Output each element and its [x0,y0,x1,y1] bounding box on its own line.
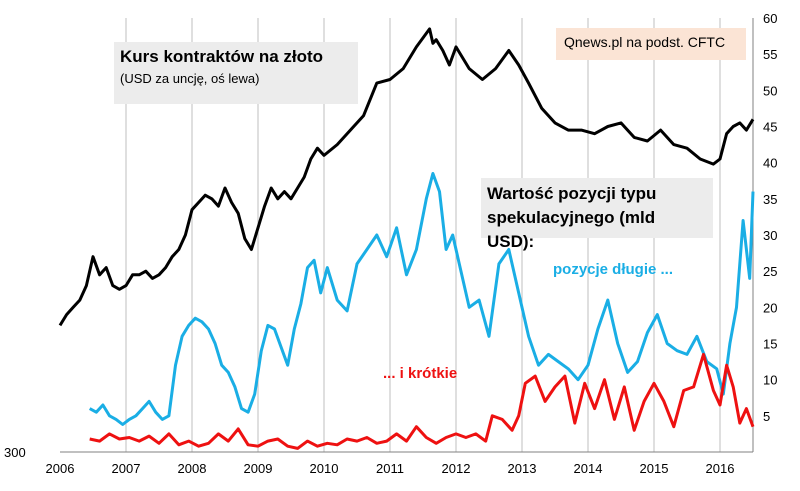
chart-subtitle: (USD za uncję, oś lewa) [120,71,260,86]
x-tick-2010: 2010 [310,461,339,476]
y-tick-5: 5 [763,409,770,424]
chart-title: Kurs kontraktów na złoto [120,47,324,66]
x-tick-2013: 2013 [508,461,537,476]
x-tick-2009: 2009 [244,461,273,476]
long-positions-line [88,172,755,426]
x-tick-2008: 2008 [178,461,207,476]
x-tick-2014: 2014 [574,461,603,476]
y-tick-35: 35 [763,192,777,207]
title-box: Kurs kontraktów na złoto (USD za uncję, … [114,42,358,104]
x-tick-labels: 2006 2007 2008 2009 2010 2011 2012 2013 2014 2015… [46,461,735,476]
y-tick-10: 10 [763,373,777,388]
gold-price-line [58,27,755,327]
y-tick-30: 30 [763,228,777,243]
short-positions-line [89,352,755,450]
source-box: Qnews.pl na podst. CFTC [556,28,746,60]
y-left-bottom-label: 300 [4,445,26,460]
x-tick-2007: 2007 [112,461,141,476]
annotation-box: Wartość pozycji typu spekulacyjnego (mld… [481,178,713,251]
x-tick-2006: 2006 [46,461,75,476]
annotation-line1: Wartość pozycji typu [487,184,657,203]
y-tick-55: 55 [763,47,777,62]
long-series-label: pozycje długie ... [553,261,674,278]
y-tick-60: 60 [763,11,777,26]
y-tick-50: 50 [763,83,777,98]
series-lines [58,27,755,450]
y-tick-15: 15 [763,337,777,352]
y-tick-25: 25 [763,264,777,279]
x-tick-2015: 2015 [640,461,669,476]
x-tick-2011: 2011 [376,461,404,476]
source-label: Qnews.pl na podst. CFTC [564,34,726,50]
short-series-label: ... i krótkie [383,365,458,382]
y-right-tick-labels: 5 10 15 20 25 30 35 40 45 50 55 60 [763,11,777,424]
y-tick-40: 40 [763,156,777,171]
x-tick-2016: 2016 [706,461,735,476]
y-tick-45: 45 [763,120,777,135]
x-tick-2012: 2012 [442,461,471,476]
annotation-line2: spekulacyjnego (mld USD): [487,208,656,251]
y-tick-20: 20 [763,300,777,315]
